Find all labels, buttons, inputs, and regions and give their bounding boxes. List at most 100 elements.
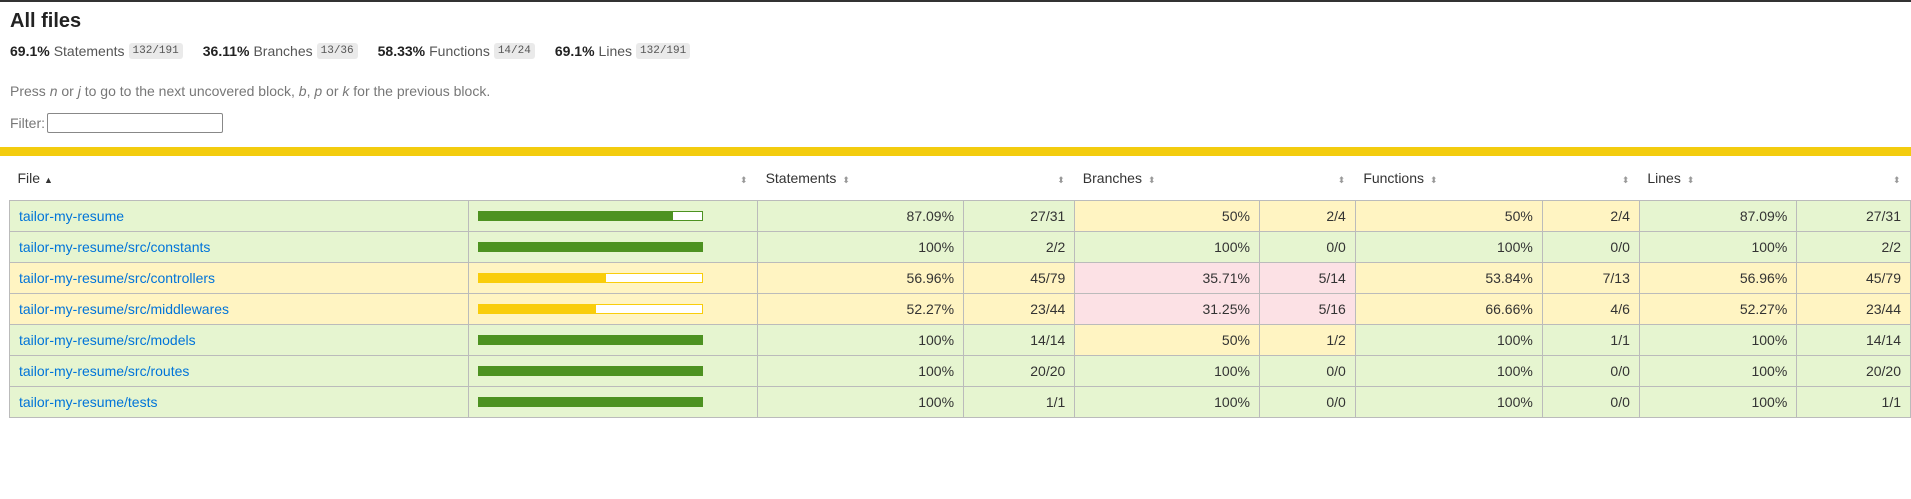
lines-fraction: 1/1 xyxy=(1796,386,1911,418)
branches-pct: 50% xyxy=(1074,200,1260,232)
keyboard-hint: Press n or j to go to the next uncovered… xyxy=(10,83,1901,99)
page-wrapper: All files 69.1% Statements 132/191 36.11… xyxy=(0,10,1911,135)
sort-icon: ⬍ xyxy=(1686,175,1695,185)
branches-pct: 100% xyxy=(1074,231,1260,263)
file-link[interactable]: tailor-my-resume xyxy=(19,208,125,224)
file-link[interactable]: tailor-my-resume/src/routes xyxy=(19,363,190,379)
statements-fraction: 14/14 xyxy=(963,324,1076,356)
lines-fraction: 2/2 xyxy=(1796,231,1911,263)
table-row: tailor-my-resume/src/controllers 56.96% 45… xyxy=(8,262,1911,294)
hint-text: to go to the next uncovered block, xyxy=(80,83,299,99)
functions-fraction: 2/4 xyxy=(1541,200,1640,232)
functions-pct: 100% xyxy=(1354,386,1543,418)
functions-fraction: 0/0 xyxy=(1541,355,1640,387)
hint-key: j xyxy=(77,83,81,99)
header-lines[interactable]: Lines ⬍ xyxy=(1639,156,1796,201)
hint-key: n xyxy=(49,83,58,99)
lines-pct: 100% xyxy=(1638,231,1798,263)
summary-pct: 58.33% xyxy=(377,43,426,59)
summary-pct: 36.11% xyxy=(202,43,250,59)
file-link[interactable]: tailor-my-resume/src/models xyxy=(19,332,196,348)
branches-fraction: 5/14 xyxy=(1258,262,1356,294)
statements-fraction: 23/44 xyxy=(963,293,1076,325)
file-link[interactable]: tailor-my-resume/src/middlewares xyxy=(19,301,230,317)
hint-text: or xyxy=(322,83,343,99)
functions-fraction: 0/0 xyxy=(1541,386,1640,418)
summary-label: Branches xyxy=(253,43,313,59)
statements-fraction: 2/2 xyxy=(963,231,1076,263)
coverage-bar-cell xyxy=(468,293,759,325)
header-lines-frac[interactable]: ⬍ xyxy=(1797,156,1911,201)
file-link[interactable]: tailor-my-resume/src/controllers xyxy=(19,270,216,286)
statements-fraction: 45/79 xyxy=(963,262,1076,294)
summary-fraction: 13/36 xyxy=(316,43,358,59)
functions-fraction: 4/6 xyxy=(1541,293,1640,325)
hint-key: b xyxy=(298,83,307,99)
file-link[interactable]: tailor-my-resume/src/constants xyxy=(19,239,211,255)
hint-key: k xyxy=(342,83,350,99)
filter-row: Filter: xyxy=(10,111,1901,135)
header-branches[interactable]: Branches ⬍ xyxy=(1075,156,1260,201)
summary-pct: 69.1% xyxy=(10,43,50,59)
hint-text: , xyxy=(306,83,315,99)
coverage-bar-fill xyxy=(479,336,703,344)
branches-pct: 100% xyxy=(1074,355,1260,387)
sort-icon: ⬍ xyxy=(1147,175,1156,185)
header-file-chart[interactable]: ⬍ xyxy=(469,156,758,201)
functions-pct: 53.84% xyxy=(1354,262,1543,294)
functions-fraction: 1/1 xyxy=(1541,324,1640,356)
statements-fraction: 20/20 xyxy=(963,355,1076,387)
lines-pct: 87.09% xyxy=(1638,200,1798,232)
file-cell: tailor-my-resume/src/constants xyxy=(8,231,470,263)
branches-fraction: 0/0 xyxy=(1258,355,1356,387)
coverage-bar-fill xyxy=(479,398,703,406)
statements-fraction: 1/1 xyxy=(963,386,1076,418)
header-statements-frac[interactable]: ⬍ xyxy=(964,156,1075,201)
table-row: tailor-my-resume/src/routes 100% 20/20 100%… xyxy=(8,355,1911,387)
sort-icon: ⬍ xyxy=(1337,175,1346,185)
branches-fraction: 0/0 xyxy=(1258,231,1356,263)
coverage-bar-fill xyxy=(479,367,703,375)
lines-fraction: 14/14 xyxy=(1796,324,1911,356)
header-functions-frac[interactable]: ⬍ xyxy=(1542,156,1639,201)
file-link[interactable]: tailor-my-resume/tests xyxy=(19,394,158,410)
lines-pct: 100% xyxy=(1638,324,1798,356)
lines-pct: 52.27% xyxy=(1638,293,1798,325)
sort-icon: ⬍ xyxy=(1057,175,1065,185)
header-functions[interactable]: Functions ⬍ xyxy=(1355,156,1542,201)
header-file[interactable]: File ▲ xyxy=(10,156,469,201)
header-statements[interactable]: Statements ⬍ xyxy=(758,156,964,201)
statements-pct: 100% xyxy=(757,231,965,263)
coverage-bar xyxy=(478,397,704,407)
functions-fraction: 7/13 xyxy=(1541,262,1640,294)
coverage-bar-cell xyxy=(468,386,759,418)
lines-pct: 56.96% xyxy=(1638,262,1798,294)
coverage-bar-cell xyxy=(468,231,759,263)
summary-lines: 69.1% Lines 132/191 xyxy=(555,43,691,59)
statements-fraction: 27/31 xyxy=(963,200,1076,232)
functions-pct: 100% xyxy=(1354,355,1543,387)
functions-fraction: 0/0 xyxy=(1541,231,1640,263)
header-branches-frac[interactable]: ⬍ xyxy=(1259,156,1355,201)
file-cell: tailor-my-resume/tests xyxy=(8,386,470,418)
coverage-bar-cell xyxy=(468,355,759,387)
filter-input[interactable] xyxy=(47,113,223,133)
sort-asc-icon: ▲ xyxy=(43,175,53,185)
file-cell: tailor-my-resume xyxy=(8,200,470,232)
lines-pct: 100% xyxy=(1638,386,1798,418)
summary-functions: 58.33% Functions 14/24 xyxy=(378,43,535,59)
hint-text: or xyxy=(57,83,78,99)
summary-label: Lines xyxy=(598,43,633,59)
lines-fraction: 27/31 xyxy=(1796,200,1911,232)
coverage-table: File ▲ ⬍ Statements ⬍ ⬍ Branches ⬍ ⬍ Funct… xyxy=(8,156,1911,418)
statements-pct: 100% xyxy=(757,386,965,418)
page-title: All files xyxy=(10,10,82,32)
lines-pct: 100% xyxy=(1638,355,1798,387)
header-label: File xyxy=(17,170,41,186)
coverage-bar xyxy=(478,273,704,283)
file-cell: tailor-my-resume/src/controllers xyxy=(8,262,470,294)
statements-pct: 100% xyxy=(757,324,965,356)
header-label: Lines xyxy=(1647,170,1681,186)
table-row: tailor-my-resume/src/models 100% 14/14 50% 1… xyxy=(8,324,1911,356)
branches-fraction: 0/0 xyxy=(1258,386,1356,418)
